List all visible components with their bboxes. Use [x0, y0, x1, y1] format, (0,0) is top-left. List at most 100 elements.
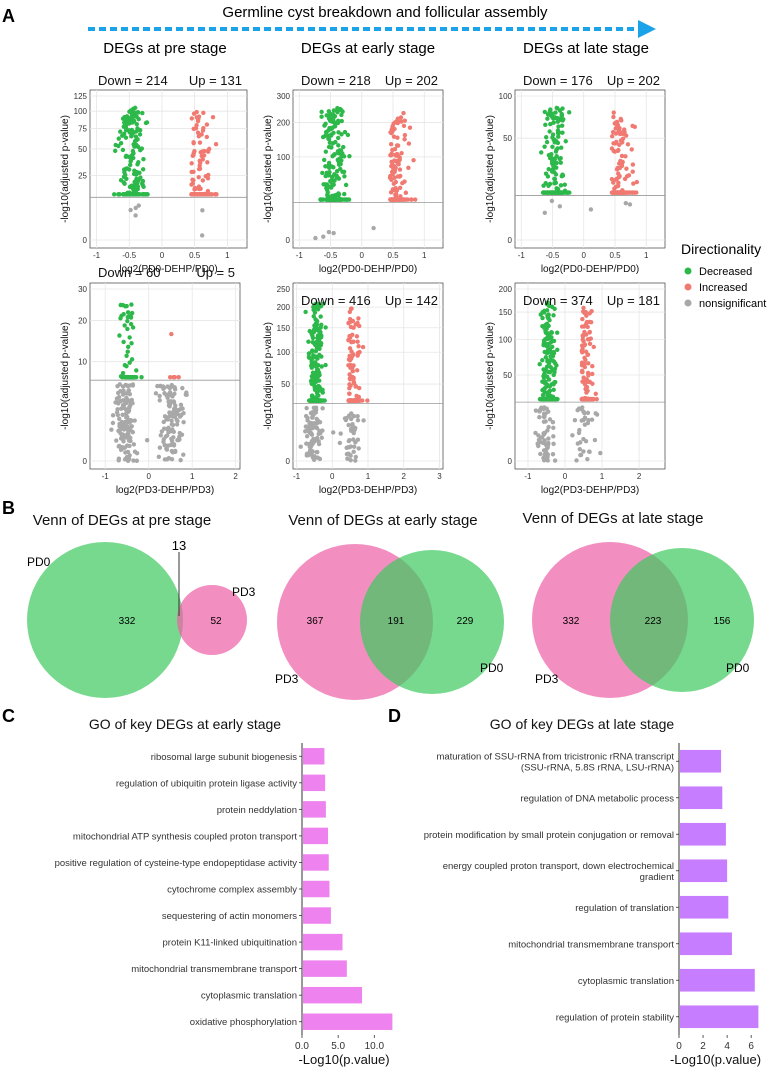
point-increased [584, 390, 589, 395]
point-increased [611, 190, 616, 195]
venn-set-name: PD0 [480, 661, 504, 675]
venn-title: Venn of DEGs at pre stage [33, 512, 211, 529]
point-decreased [541, 183, 546, 188]
point-decreased [537, 396, 543, 402]
point-nonsignificant [346, 422, 351, 428]
point-increased [623, 154, 628, 159]
point-nonsignificant [623, 200, 629, 206]
bar [680, 822, 726, 846]
point-decreased [125, 318, 130, 324]
point-nonsignificant [123, 382, 128, 388]
point-decreased [551, 338, 557, 344]
point-increased [393, 192, 399, 197]
point-decreased [113, 142, 118, 148]
x-tick-label: 3 [437, 472, 442, 481]
point-decreased [313, 302, 318, 307]
point-nonsignificant [349, 428, 354, 434]
point-nonsignificant [159, 429, 165, 434]
point-increased [347, 353, 352, 359]
venn-title: Venn of DEGs at early stage [288, 512, 477, 529]
point-decreased [342, 129, 348, 135]
point-decreased [341, 169, 347, 175]
point-increased [634, 179, 640, 185]
point-decreased [563, 139, 568, 144]
point-increased [585, 352, 590, 358]
point-nonsignificant [129, 397, 134, 403]
point-increased [406, 141, 412, 146]
point-increased [389, 130, 394, 135]
point-nonsignificant [345, 456, 350, 461]
point-decreased [331, 108, 337, 113]
point-decreased [547, 129, 552, 134]
point-nonsignificant [133, 213, 138, 218]
point-decreased [333, 139, 338, 145]
point-nonsignificant [116, 390, 121, 396]
point-nonsignificant [348, 458, 353, 463]
point-increased [195, 130, 201, 135]
point-nonsignificant [352, 444, 357, 449]
panel-label-b: B [2, 498, 15, 518]
point-increased [587, 341, 593, 347]
point-decreased [558, 160, 563, 165]
point-increased [348, 383, 353, 388]
point-decreased [324, 187, 330, 193]
point-decreased [335, 135, 341, 141]
legend-swatch-decreased [684, 267, 692, 275]
point-nonsignificant [161, 386, 166, 392]
point-nonsignificant [304, 441, 309, 446]
point-increased [199, 153, 204, 159]
point-decreased [336, 191, 341, 196]
up-count: Up = 142 [385, 293, 438, 308]
point-decreased [131, 374, 136, 380]
point-decreased [540, 392, 546, 398]
bar [680, 859, 728, 883]
point-nonsignificant [371, 225, 376, 231]
point-increased [205, 148, 211, 153]
point-nonsignificant [177, 434, 182, 440]
y-axis-label: -log10(adjusted p-value) [60, 115, 71, 223]
point-nonsignificant [579, 418, 584, 423]
down-count: Down = 214 [98, 73, 168, 88]
point-increased [617, 142, 622, 148]
point-decreased [136, 177, 141, 182]
point-decreased [329, 145, 334, 150]
point-nonsignificant [570, 433, 575, 438]
point-nonsignificant [347, 452, 353, 458]
point-decreased [321, 157, 327, 163]
point-decreased [134, 368, 139, 373]
point-nonsignificant [593, 411, 598, 416]
point-increased [619, 118, 624, 123]
point-decreased [539, 150, 544, 155]
point-increased [611, 180, 616, 185]
point-increased [200, 192, 205, 197]
point-decreased [141, 192, 147, 197]
point-nonsignificant [117, 382, 122, 387]
point-decreased [544, 330, 549, 336]
point-nonsignificant [173, 448, 178, 454]
point-increased [196, 174, 201, 180]
point-decreased [548, 107, 553, 112]
point-decreased [551, 120, 556, 125]
x-tick-label: -1 [524, 472, 532, 481]
point-increased [611, 110, 616, 115]
x-tick-label: 2 [637, 472, 642, 481]
point-nonsignificant [127, 383, 133, 388]
point-decreased [327, 125, 332, 131]
category-label: maturation of SSU-rRNA from tricistronic… [436, 751, 674, 762]
point-decreased [549, 151, 554, 157]
point-decreased [317, 346, 322, 352]
bar [303, 986, 363, 1004]
point-increased [411, 157, 416, 163]
point-decreased [309, 331, 314, 336]
point-decreased [319, 364, 324, 369]
point-nonsignificant [311, 405, 317, 411]
point-decreased [313, 348, 319, 354]
point-increased [395, 135, 400, 140]
point-increased [200, 157, 206, 162]
point-nonsignificant [572, 417, 578, 423]
point-decreased [111, 192, 117, 197]
point-increased [176, 374, 181, 380]
point-increased [409, 197, 414, 202]
venn-count-pd3-only: 367 [307, 616, 324, 627]
point-increased [584, 313, 589, 318]
